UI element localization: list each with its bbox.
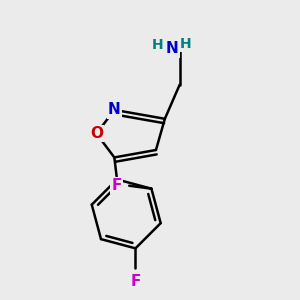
Text: N: N [166, 41, 179, 56]
Text: F: F [130, 274, 141, 290]
Text: H: H [152, 38, 163, 52]
Text: O: O [90, 126, 103, 141]
Text: F: F [111, 178, 122, 193]
Text: H: H [180, 37, 191, 51]
Text: N: N [108, 102, 121, 117]
